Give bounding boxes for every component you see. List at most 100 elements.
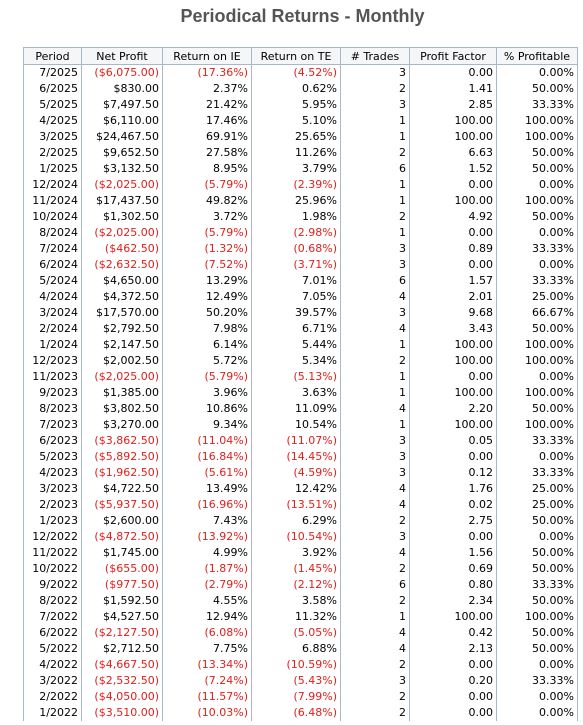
cell: 12.94% [162,609,252,625]
cell: 66.67% [496,305,578,321]
cell: 2/2023 [23,497,82,513]
cell: 4 [340,497,410,513]
cell: 3 [340,305,410,321]
cell: ($977.50) [81,577,163,593]
cell: 1 [340,129,410,145]
cell: (5.13%) [251,369,341,385]
cell: 0.00% [496,177,578,193]
cell: 4 [340,625,410,641]
table-row: 7/2023 $3,270.00 9.34% 10.54% 1 100.00 100.00% [23,417,578,433]
cell: 21.42% [162,97,252,113]
cell: $6,110.00 [81,113,163,129]
cell: $3,132.50 [81,161,163,177]
cell: 6/2024 [23,257,82,273]
cell: 3 [340,673,410,689]
title: Periodical Returns - Monthly [180,6,425,26]
cell: 3.58% [251,593,341,609]
cell: 50.00% [496,593,578,609]
cell: $1,385.00 [81,385,163,401]
cell: ($2,025.00) [81,369,163,385]
cell: 25.65% [251,129,341,145]
cell: (13.51%) [251,497,341,513]
cell: 4 [340,321,410,337]
cell: ($462.50) [81,241,163,257]
cell: 27.58% [162,145,252,161]
cell: 3.72% [162,209,252,225]
cell: 39.57% [251,305,341,321]
cell: 1.76 [409,481,497,497]
table-row: 1/2025 $3,132.50 8.95% 3.79% 6 1.52 50.00% [23,161,578,177]
cell: 0.80 [409,577,497,593]
table-row: 5/2022 $2,712.50 7.75% 6.88% 4 2.13 50.00% [23,641,578,657]
cell: 1 [340,113,410,129]
cell: ($2,025.00) [81,225,163,241]
cell: 100.00 [409,353,497,369]
cell: 5/2024 [23,273,82,289]
cell: 2 [340,513,410,529]
cell: 12/2023 [23,353,82,369]
cell: 1 [340,225,410,241]
cell: $7,497.50 [81,97,163,113]
cell: 100.00 [409,337,497,353]
cell: 5.34% [251,353,341,369]
cell: 7/2025 [23,64,82,81]
cell: 5/2023 [23,449,82,465]
cell: 3/2023 [23,481,82,497]
table-row: 12/2023 $2,002.50 5.72% 5.34% 2 100.00 100.00% [23,353,578,369]
cell: 5.95% [251,97,341,113]
cell: 6/2025 [23,81,82,97]
cell: 33.33% [496,577,578,593]
cell: (6.48%) [251,705,341,721]
cell: 0.00 [409,64,497,81]
table-row: 10/2024 $1,302.50 3.72% 1.98% 2 4.92 50.00% [23,209,578,225]
cell: (16.84%) [162,449,252,465]
cell: 33.33% [496,241,578,257]
cell: 1 [340,417,410,433]
cell: 3/2025 [23,129,82,145]
cell: 25.96% [251,193,341,209]
cell: 0.00 [409,369,497,385]
table-row: 12/2024 ($2,025.00) (5.79%) (2.39%) 1 0.00 0.0… [23,177,578,193]
cell: 1/2023 [23,513,82,529]
cell: 12/2022 [23,529,82,545]
table-row: 5/2023 ($5,892.50) (16.84%) (14.45%) 3 0.00 0.… [23,449,578,465]
cell: ($1,962.50) [81,465,163,481]
cell: 6.29% [251,513,341,529]
cell: 1/2025 [23,161,82,177]
table-row: 3/2025 $24,467.50 69.91% 25.65% 1 100.00 100.0… [23,129,578,145]
cell: (2.12%) [251,577,341,593]
cell: 100.00% [496,353,578,369]
table-row: 2/2022 ($4,050.00) (11.57%) (7.99%) 2 0.00 0.0… [23,689,578,705]
cell: (11.04%) [162,433,252,449]
cell: (16.96%) [162,497,252,513]
cell: (6.08%) [162,625,252,641]
table-row: 6/2023 ($3,862.50) (11.04%) (11.07%) 3 0.05 33… [23,433,578,449]
cell: 7.05% [251,289,341,305]
table-row: 4/2023 ($1,962.50) (5.61%) (4.59%) 3 0.12 33.3… [23,465,578,481]
cell: (1.87%) [162,561,252,577]
cell: 2.20 [409,401,497,417]
cell: (11.57%) [162,689,252,705]
cell: 1 [340,193,410,209]
cell: 0.00% [496,369,578,385]
cell: 4/2022 [23,657,82,673]
cell: ($2,632.50) [81,257,163,273]
cell: 2 [340,689,410,705]
cell: 100.00% [496,113,578,129]
cell: (10.03%) [162,705,252,721]
cell: 3 [340,97,410,113]
cell: 2.85 [409,97,497,113]
cell: (7.24%) [162,673,252,689]
cell: 1/2022 [23,705,82,721]
table-row: 5/2024 $4,650.00 13.29% 7.01% 6 1.57 33.33% [23,273,578,289]
cell: 50.00% [496,545,578,561]
cell: 33.33% [496,465,578,481]
cell: 3.63% [251,385,341,401]
cell: 50.00% [496,641,578,657]
cell: 0.69 [409,561,497,577]
cell: (10.54%) [251,529,341,545]
header-row: Period Net Profit Return on IE Return on TE… [23,47,578,65]
table-row: 3/2023 $4,722.50 13.49% 12.42% 4 1.76 25.00% [23,481,578,497]
table-row: 1/2023 $2,600.00 7.43% 6.29% 2 2.75 50.00% [23,513,578,529]
cell: 25.00% [496,289,578,305]
